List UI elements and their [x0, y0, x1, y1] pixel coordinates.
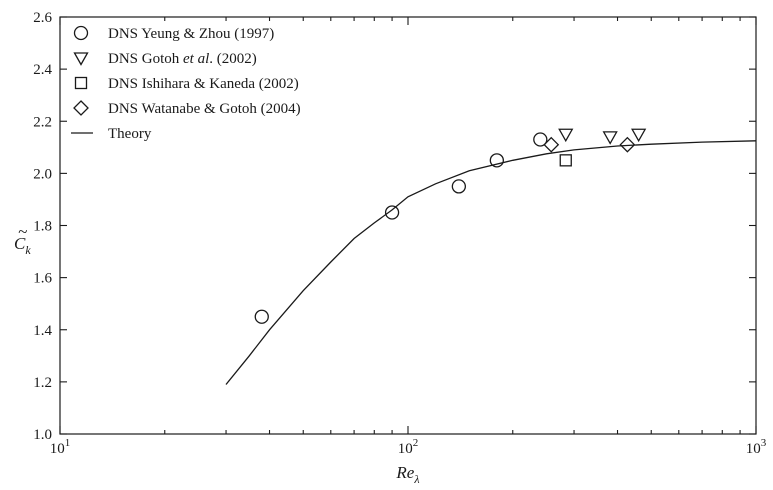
y-tick-label: 2.0: [33, 166, 52, 182]
legend: DNS Yeung & Zhou (1997) DNS Gotoh et al. …: [71, 25, 301, 142]
series-markers: [254, 128, 647, 324]
y-tick-label: 1.4: [33, 323, 52, 339]
legend-entry-label: Theory: [108, 126, 152, 142]
x-tick-label: 102: [398, 437, 419, 457]
circle-point: [489, 153, 504, 168]
axis-labels: Reλ Ck~: [14, 222, 420, 486]
legend-diamond-key: [73, 100, 89, 116]
y-axis-label: Ck: [14, 234, 31, 257]
legend-entry-label: DNS Watanabe & Gotoh (2004): [108, 101, 301, 117]
diamond-point: [619, 136, 636, 153]
y-tick-label: 1.8: [33, 219, 52, 235]
y-axis-label-accent: ~: [18, 222, 27, 241]
legend-entry-label: DNS Ishihara & Kaneda (2002): [108, 76, 299, 92]
x-axis-label: Reλ: [395, 463, 419, 486]
square-point: [559, 154, 572, 167]
legend-square-key: [74, 76, 88, 90]
triangle-down-point: [558, 128, 574, 143]
circle-point: [451, 179, 467, 194]
circle-point: [254, 309, 269, 324]
circle-point: [533, 132, 548, 147]
y-tick-label: 2.6: [33, 10, 52, 26]
y-tick-label: 1.0: [33, 427, 52, 443]
y-tick-label: 1.6: [33, 271, 52, 287]
triangle-down-point: [631, 128, 647, 143]
legend-entry-label: DNS Yeung & Zhou (1997): [108, 26, 274, 42]
legend-circle-key: [73, 25, 89, 41]
x-tick-label: 101: [50, 437, 71, 457]
legend-triangle-down-key: [73, 52, 89, 66]
y-tick-label: 2.2: [33, 114, 52, 130]
y-tick-label: 2.4: [33, 62, 52, 78]
triangle-down-point: [602, 131, 618, 145]
theory-curve: [225, 140, 757, 385]
diamond-point: [543, 136, 560, 153]
ticks: 1.0 1.2 1.4 1.6 1.8 2.0 2.2 2.4 2.6 101 102 103: [33, 10, 767, 457]
legend-entry-label: DNS Gotoh et al. (2002): [108, 51, 257, 67]
y-tick-label: 1.2: [33, 375, 52, 391]
circle-point: [384, 205, 400, 220]
x-tick-label: 103: [746, 437, 767, 457]
series-lines: [225, 140, 757, 385]
